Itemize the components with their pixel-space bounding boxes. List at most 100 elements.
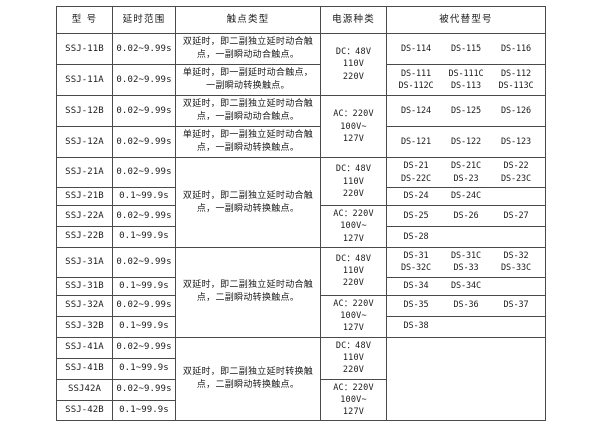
cell-delay-range: 0.02~9.99s: [112, 126, 176, 159]
cell-replaced-models: DS-31 DS-31C DS-32 DS-32C DS-33 DS-33C: [386, 246, 546, 278]
cell-delay-range: 0.1~99.9s: [112, 399, 176, 421]
text-line: AC：220V: [333, 382, 374, 393]
replaced-model-item: DS-31: [403, 250, 429, 261]
cell-contact-type: 单延时，即一副独立延时动合触点，一副瞬动转换触点。: [175, 126, 321, 159]
cell-contact-type: 双延时，即二副独立延时转换触点，二副瞬动转换触点。: [175, 336, 321, 421]
cell-model: SSJ-31B: [56, 276, 113, 296]
replaced-model-item: DS-21C: [450, 161, 482, 172]
cell-delay-range: 0.1~99.9s: [112, 226, 176, 248]
replaced-model-item: DS-24C: [450, 191, 482, 202]
cell-contact-type: 双延时，即二副独立延时动合触点，一副瞬动转换触点。: [175, 157, 321, 248]
replaced-model-item: DS-115: [450, 43, 482, 54]
text-line: AC：220V: [333, 209, 374, 220]
replaced-model-item: DS-24: [403, 191, 429, 202]
cell-power-type-dc: DC：48V 110V 220V: [320, 246, 387, 296]
cell-power-type-ac: AC：220V 100V~ 127V: [320, 205, 387, 248]
spec-table-container: 型 号 延时范围 触点类型 电源种类 被代替型号 SSJ-11B 0.02~9.9…: [56, 6, 546, 421]
replaced-model-item: DS-26: [453, 210, 479, 221]
cell-power-type-ac: AC：220V 100V~ 127V: [320, 95, 387, 159]
replaced-model-item: DS-111C: [448, 68, 484, 79]
cell-model: SSJ-22B: [56, 226, 113, 248]
text-line: 110V: [342, 59, 365, 70]
cell-delay-range: 0.1~99.9s: [112, 186, 176, 207]
text-line: 127V: [342, 323, 365, 334]
cell-delay-range: 0.02~9.99s: [112, 336, 176, 359]
cell-power-type-ac: AC：220V 100V~ 127V: [320, 294, 387, 338]
replaced-model-item: DS-116: [500, 43, 532, 54]
cell-delay-range: 0.1~99.9s: [112, 315, 176, 338]
replaced-model-item: DS-113: [450, 81, 482, 92]
replaced-model-line: DS-34 DS-34C: [390, 280, 542, 292]
text-line: 127V: [342, 133, 365, 144]
cell-replaced-models: DS-124 DS-125 DS-126: [386, 95, 546, 128]
cell-delay-range: 0.02~9.99s: [112, 378, 176, 401]
table-body: SSJ-11B 0.02~9.99s 双延时，即二副独立延时动合触点，一副瞬动动合触…: [56, 32, 546, 421]
cell-delay-range: 0.02~9.99s: [112, 95, 176, 128]
cell-model: SSJ-21B: [56, 186, 113, 207]
replaced-model-item: DS-126: [500, 106, 532, 117]
cell-replaced-models: [386, 336, 546, 421]
replaced-model-item: DS-36: [453, 300, 479, 311]
cell-contact-type: 双延时，即二副独立延时动合触点，一副瞬动动合触点。: [175, 32, 321, 66]
cell-replaced-models: DS-121 DS-122 DS-123: [386, 126, 546, 159]
cell-replaced-models: DS-35 DS-36 DS-37: [386, 294, 546, 317]
replaced-model-line: DS-22C DS-23 DS-23C: [390, 173, 542, 185]
text-line: 100V~: [340, 310, 367, 321]
cell-replaced-models: DS-111 DS-111C DS-112 DS-112C DS-113 DS-113C: [386, 64, 546, 97]
replaced-model-line: DS-124 DS-125 DS-126: [390, 105, 542, 117]
replaced-model-item: DS-27: [503, 210, 529, 221]
text-line: 110V: [342, 176, 365, 187]
table-row: SSJ-31B 0.1~99.9s DS-34 DS-34C: [56, 276, 546, 296]
cell-delay-range: 0.1~99.9s: [112, 276, 176, 296]
replaced-model-item: DS-34C: [450, 280, 482, 291]
cell-replaced-models: DS-38: [386, 315, 546, 338]
cell-delay-range: 0.02~9.99s: [112, 157, 176, 188]
cell-model: SSJ-22A: [56, 205, 113, 228]
text-line: 220V: [342, 278, 365, 289]
text-line: DC：48V: [335, 164, 372, 175]
table-header: 型 号 延时范围 触点类型 电源种类 被代替型号: [56, 6, 546, 34]
replaced-model-item: DS-112C: [398, 81, 434, 92]
table-row: SSJ-21A 0.02~9.99s 双延时，即二副独立延时动合触点，一副瞬动转换触…: [56, 157, 546, 248]
text-line: DC：48V: [335, 340, 372, 351]
cell-replaced-models: DS-114 DS-115 DS-116: [386, 32, 546, 66]
replaced-model-item: DS-32: [503, 250, 529, 261]
cell-model: SSJ-11A: [56, 64, 113, 97]
replaced-model-item: DS-121: [400, 137, 432, 148]
replaced-model-line: DS-38: [390, 320, 542, 332]
text-line: 220V: [342, 188, 365, 199]
header-replaced-model: 被代替型号: [386, 6, 546, 34]
cell-model: SSJ-12B: [56, 95, 113, 128]
replaced-model-item: DS-33: [453, 263, 479, 274]
replaced-model-line: DS-111 DS-111C DS-112: [390, 68, 542, 80]
header-row: 型 号 延时范围 触点类型 电源种类 被代替型号: [56, 6, 546, 34]
replaced-model-item: DS-22: [503, 161, 529, 172]
table-row: SSJ-11B 0.02~9.99s 双延时，即二副独立延时动合触点，一副瞬动动合触…: [56, 32, 546, 97]
text-line: 100V~: [340, 394, 367, 405]
cell-model: SSJ-11B: [56, 32, 113, 66]
replaced-model-item: DS-34: [403, 280, 429, 291]
replaced-model-item: DS-38: [403, 321, 429, 332]
cell-contact-type: 双延时，即二副独立延时动合触点，二副瞬动转换触点。: [175, 246, 321, 338]
cell-delay-range: 0.02~9.99s: [112, 246, 176, 278]
replaced-model-item: DS-122: [450, 137, 482, 148]
replaced-model-line: DS-31 DS-31C DS-32: [390, 250, 542, 262]
replaced-model-item: DS-31C: [450, 250, 482, 261]
replaced-model-item: DS-37: [503, 300, 529, 311]
replaced-model-item: DS-32C: [400, 263, 432, 274]
replaced-model-item: DS-23: [453, 173, 479, 184]
text-line: 220V: [342, 71, 365, 82]
text-line: 100V~: [340, 221, 367, 232]
relay-specification-table: 型 号 延时范围 触点类型 电源种类 被代替型号 SSJ-11B 0.02~9.9…: [56, 6, 546, 421]
text-line: 110V: [342, 266, 365, 277]
cell-model: SSJ-12A: [56, 126, 113, 159]
text-line: 100V~: [340, 121, 367, 132]
replaced-model-line: DS-112C DS-113 DS-113C: [390, 80, 542, 92]
text-line: DC：48V: [335, 253, 372, 264]
replaced-model-item: DS-21: [403, 161, 429, 172]
table-row: SSJ-41A 0.02~9.99s 双延时，即二副独立延时转换触点，二副瞬动转换触…: [56, 336, 546, 421]
replaced-model-line: DS-21 DS-21C DS-22: [390, 160, 542, 172]
cell-power-type-dc: DC：48V 110V 220V: [320, 157, 387, 207]
replaced-model-item: DS-123: [500, 137, 532, 148]
table-row: SSJ-21B 0.1~99.9s DS-24 DS-24C: [56, 186, 546, 207]
